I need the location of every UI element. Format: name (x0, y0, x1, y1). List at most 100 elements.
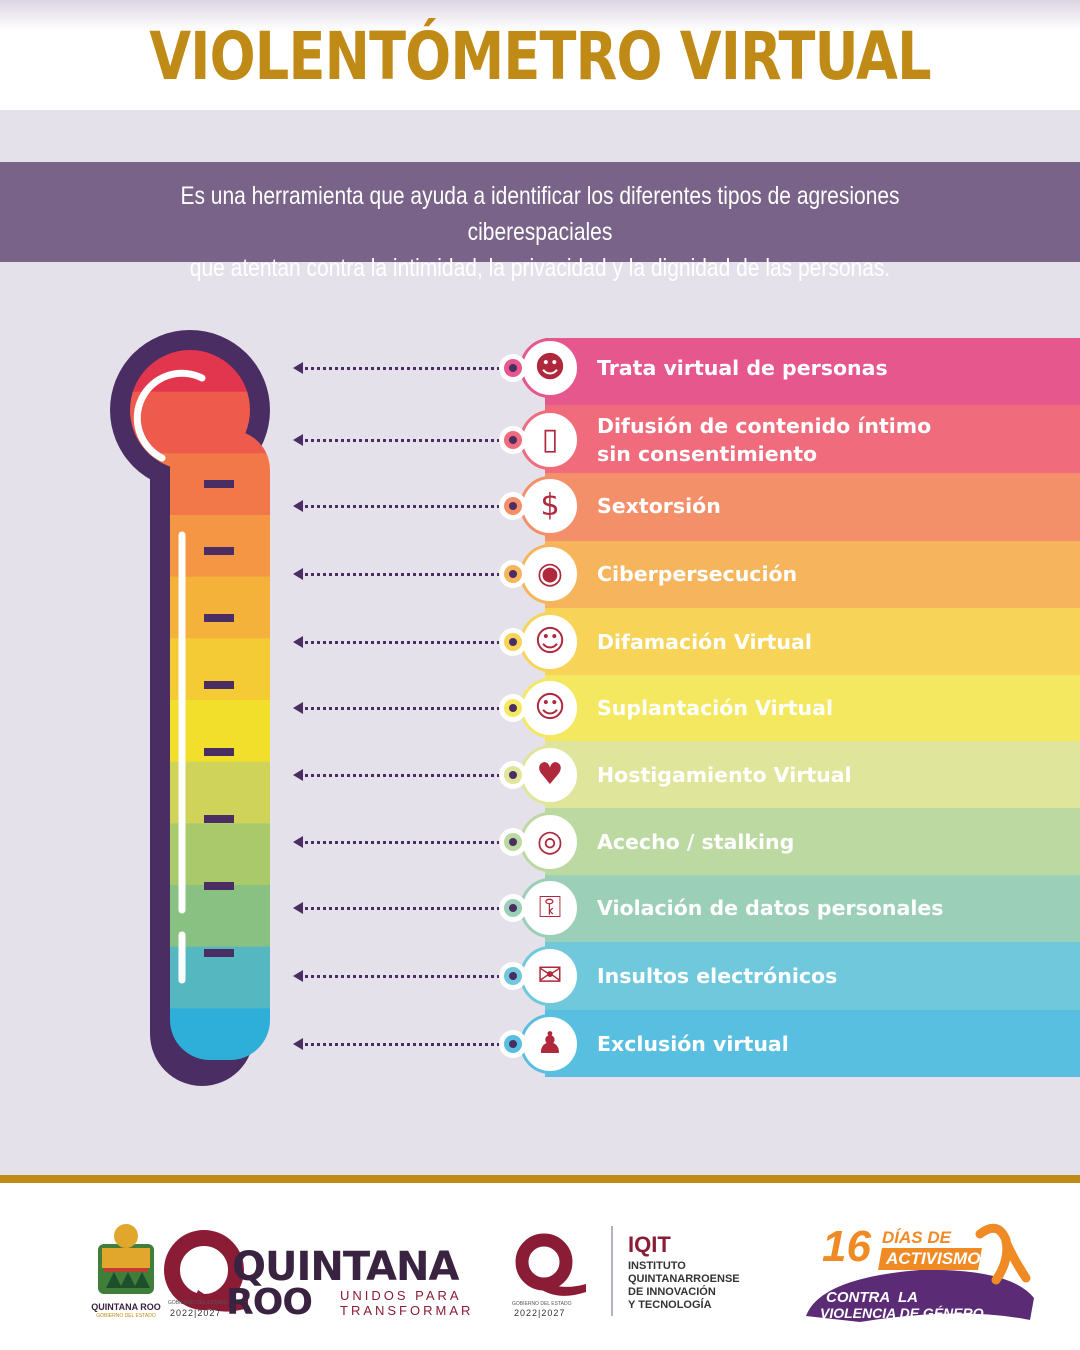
chat-insult-icon: ✉ (520, 946, 580, 1006)
quintana-word: QUINTANA (232, 1244, 459, 1290)
level-bar (545, 541, 1080, 608)
campaign-line-2: VIOLENCIA DE GÉNERO (820, 1305, 984, 1321)
slogan-line-2: TRANSFORMAR (340, 1303, 474, 1318)
pointer-dotted-line (300, 505, 505, 508)
iqit-short: IQIT (628, 1232, 671, 1257)
pointer-dotted-line (300, 641, 505, 644)
footer-divider (0, 1175, 1080, 1183)
icon-glyph: ✉ (537, 958, 563, 993)
pointer-dotted-line (300, 573, 505, 576)
level-bar (545, 338, 1080, 405)
level-marker (499, 761, 527, 789)
iqit-q-logo (515, 1233, 586, 1296)
pointer-arrowhead (293, 836, 303, 848)
level-bar (545, 1010, 1080, 1077)
level-bar (545, 942, 1080, 1010)
level-bar (545, 608, 1080, 675)
pointer-dotted-line (300, 841, 505, 844)
level-marker (499, 828, 527, 856)
intro-line-2: que atentan contra la intimidad, la priv… (189, 254, 891, 282)
pointer-dotted-line (300, 367, 505, 370)
masked-person-icon: ☻ (520, 338, 580, 398)
level-label: Ciberpersecución (597, 560, 797, 588)
icon-glyph: ☺ (534, 690, 566, 725)
level-marker (499, 962, 527, 990)
page-title: VIOLENTÓMETRO VIRTUAL (149, 18, 931, 95)
level-marker (499, 354, 527, 382)
pointer-arrowhead (293, 902, 303, 914)
pointer-arrowhead (293, 362, 303, 374)
pointer-dotted-line (300, 907, 505, 910)
level-label-line-1: Suplantación Virtual (597, 696, 834, 720)
thermometer-tick (204, 480, 234, 488)
level-label-line-1: Trata virtual de personas (597, 356, 888, 380)
iqit-divider (611, 1226, 613, 1316)
icon-glyph: ♥ (536, 757, 564, 792)
thermometer (110, 330, 270, 1086)
campaign-number: 16 (822, 1222, 871, 1271)
roo-word: ROO (226, 1282, 313, 1323)
level-marker (499, 560, 527, 588)
slogan-line-1: UNIDOS PARA (340, 1288, 462, 1303)
level-marker (499, 628, 527, 656)
thermometer-tick (204, 815, 234, 823)
thermometer-segment (130, 515, 270, 578)
phone-eye-icon: ◎ (520, 812, 580, 872)
gov-label-2: GOBIERNO DEL ESTADO (512, 1301, 572, 1307)
level-marker (499, 894, 527, 922)
pointer-arrowhead (293, 434, 303, 446)
thermometer-segment (130, 946, 270, 1010)
icon-glyph: $ (540, 488, 560, 523)
level-bar (545, 405, 1080, 473)
campaign-days: DÍAS DE (882, 1228, 951, 1247)
intro-band (0, 162, 1080, 262)
level-label-line-1: Acecho / stalking (597, 830, 795, 854)
thermometer-segment (130, 576, 270, 640)
thermometer-segment (130, 700, 270, 763)
level-label: Trata virtual de personas (597, 354, 888, 382)
secret-money-icon: $ (520, 476, 580, 536)
level-marker (499, 1030, 527, 1058)
thermometer-tick (204, 614, 234, 622)
pointer-dotted-line (300, 439, 505, 442)
pointer-arrowhead (293, 970, 303, 982)
thermometer-segment (130, 761, 270, 825)
pointer-arrowhead (293, 568, 303, 580)
thermometer-segment (130, 638, 270, 701)
thermometer-tick (204, 882, 234, 890)
thermometer-tick (204, 748, 234, 756)
thermometer-tick (204, 547, 234, 555)
icon-glyph: ☻ (534, 350, 566, 385)
phone-photo-icon: ▯ (520, 410, 580, 470)
level-bar (545, 473, 1080, 541)
state-seal-name: QUINTANA ROO (91, 1302, 161, 1312)
level-label-line-1: Sextorsión (597, 494, 721, 518)
icon-glyph: ☺ (534, 624, 566, 659)
icon-glyph: ⚿ (538, 890, 562, 925)
pointer-arrowhead (293, 1038, 303, 1050)
campaign-activism: ACTIVISMO (886, 1249, 981, 1268)
state-seal-logo (98, 1224, 154, 1294)
level-label-line-1: Difamación Virtual (597, 630, 812, 654)
level-label: Violación de datos personales (597, 894, 943, 922)
iqit-line-4: Y TECNOLOGÍA (628, 1299, 712, 1311)
thermometer-segment (130, 391, 270, 455)
level-label: Sextorsión (597, 492, 721, 520)
level-label: Insultos electrónicos (597, 962, 837, 990)
level-bar (545, 875, 1080, 942)
level-label-line-1: Violación de datos personales (597, 896, 944, 920)
iqit-line-3: DE INNOVACIÓN (628, 1286, 716, 1298)
level-marker (499, 694, 527, 722)
gov-years-2: 2022|2027 (514, 1308, 566, 1318)
gov-label: GOBIERNO DEL ESTADO (168, 1300, 228, 1306)
level-bar (545, 741, 1080, 808)
gov-years: 2022|2027 (170, 1308, 222, 1318)
level-label: Difamación Virtual (597, 628, 812, 656)
level-label: Difusión de contenido íntimo sin consenti… (597, 412, 931, 468)
level-bar (545, 808, 1080, 875)
spy-wifi-icon: ◉ (520, 544, 580, 604)
level-label: Hostigamiento Virtual (597, 761, 852, 789)
level-label-line-1: Ciberpersecución (597, 562, 798, 586)
level-label-line-1: Insultos electrónicos (597, 964, 838, 988)
pointer-arrowhead (293, 769, 303, 781)
